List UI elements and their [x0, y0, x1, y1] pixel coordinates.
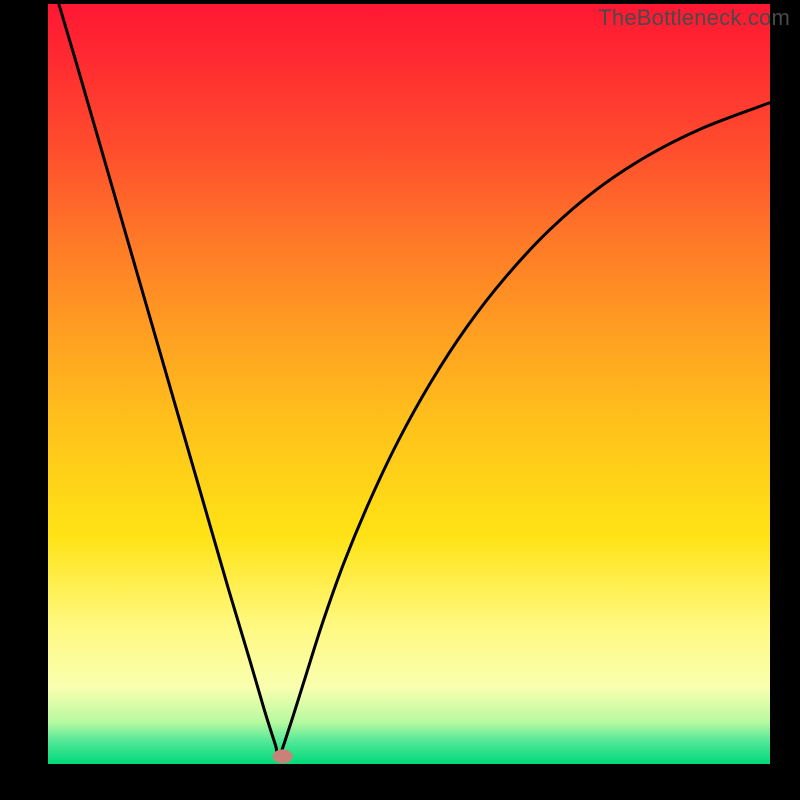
- frame-top: [0, 0, 800, 4]
- frame-left: [0, 0, 48, 800]
- frame-right: [770, 0, 800, 800]
- watermark-text: TheBottleneck.com: [598, 5, 790, 31]
- chart-stage: TheBottleneck.com: [0, 0, 800, 800]
- frame-bottom: [0, 764, 800, 800]
- plot-background-gradient: [48, 4, 770, 764]
- bottleneck-chart: [0, 0, 800, 800]
- vertex-marker: [273, 749, 293, 763]
